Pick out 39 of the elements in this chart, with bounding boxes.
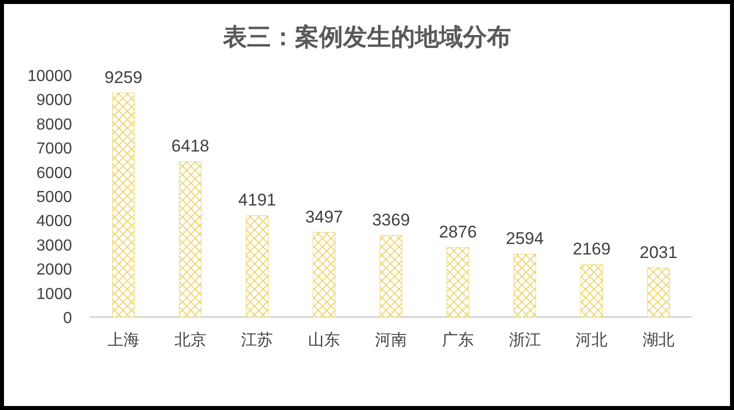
bar — [513, 254, 536, 318]
x-tick-label: 上海 — [107, 331, 140, 349]
y-tick-label: 0 — [63, 310, 72, 327]
data-label: 2876 — [438, 222, 477, 242]
bar — [312, 232, 336, 318]
data-label: 4191 — [238, 190, 276, 210]
y-tick-label: 5000 — [36, 189, 72, 206]
y-tick-label: 1000 — [36, 286, 72, 303]
data-label: 9259 — [104, 68, 142, 87]
data-label: 2169 — [572, 240, 611, 259]
bar — [112, 92, 135, 318]
data-label: 2594 — [506, 229, 544, 248]
y-tick-label: 8000 — [36, 116, 72, 134]
y-tick-label: 10000 — [28, 68, 72, 85]
bar — [179, 161, 202, 318]
bar — [246, 215, 269, 318]
y-tick-label: 7000 — [36, 140, 72, 158]
bar — [380, 235, 402, 318]
x-tick-label: 山东 — [308, 331, 340, 349]
bar — [647, 268, 670, 318]
x-tick-label: 广东 — [442, 331, 474, 349]
x-tick-label: 浙江 — [508, 331, 541, 349]
chart-title: 表三：案例发生的地域分布 — [222, 23, 511, 51]
y-tick-label: 4000 — [36, 213, 72, 230]
y-tick-label: 6000 — [36, 164, 72, 182]
data-label: 3497 — [305, 207, 344, 226]
data-label: 6418 — [171, 136, 210, 156]
x-tick-label: 江苏 — [241, 331, 274, 349]
x-tick-label: 河南 — [375, 331, 407, 349]
x-tick-label: 湖北 — [642, 331, 675, 349]
y-tick-label: 9000 — [36, 92, 72, 110]
x-tick-label: 河北 — [576, 331, 608, 349]
data-label: 2031 — [640, 242, 678, 262]
y-tick-label: 2000 — [36, 262, 72, 279]
bar — [446, 247, 470, 318]
data-label: 3369 — [372, 210, 410, 230]
bar — [580, 264, 603, 318]
y-tick-label: 3000 — [36, 237, 72, 254]
x-tick-label: 北京 — [174, 331, 206, 349]
